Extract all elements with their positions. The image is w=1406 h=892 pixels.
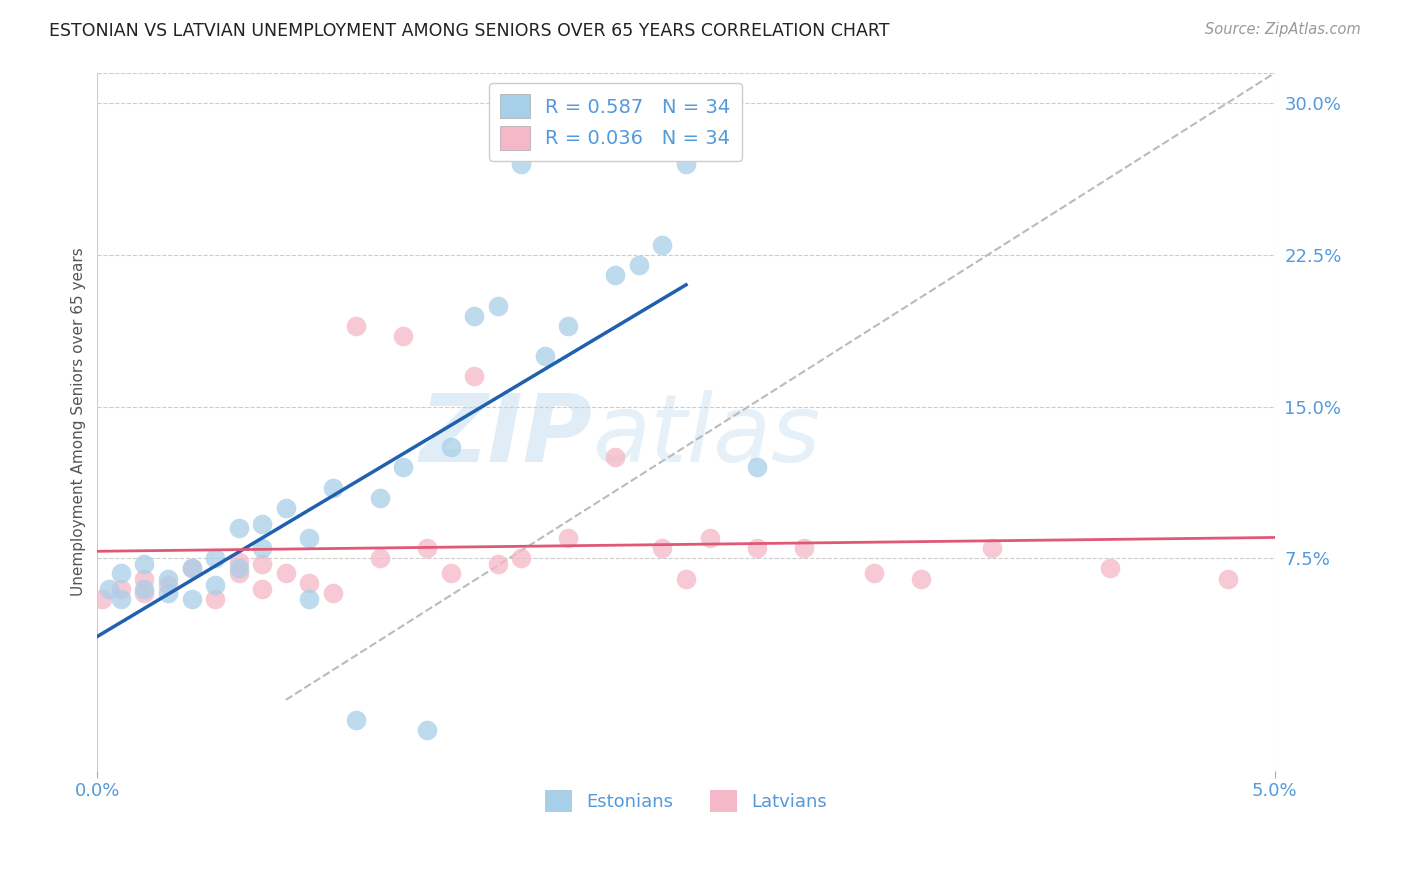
Point (368, 491, 391, 505)
Point (204, 551, 226, 566)
Point (204, 591, 226, 606)
Point (745, 541, 768, 556)
Text: ZIP: ZIP (419, 390, 592, 482)
Point (651, 238, 673, 252)
Point (344, 713, 367, 727)
Point (699, 531, 721, 545)
Point (110, 591, 132, 606)
Point (180, 561, 202, 575)
Point (863, 566, 886, 580)
Point (298, 531, 321, 545)
Point (368, 551, 391, 566)
Point (134, 582, 156, 596)
Point (416, 723, 439, 738)
Point (91, 591, 114, 606)
Point (228, 566, 250, 580)
Point (250, 582, 273, 596)
Point (675, 157, 697, 171)
Point (627, 258, 650, 272)
Point (134, 558, 156, 572)
Point (392, 329, 415, 343)
Text: Source: ZipAtlas.com: Source: ZipAtlas.com (1205, 22, 1361, 37)
Point (392, 460, 415, 475)
Point (180, 561, 202, 575)
Point (110, 566, 132, 580)
Y-axis label: Unemployment Among Seniors over 65 years: Unemployment Among Seniors over 65 years (72, 247, 86, 596)
Point (228, 521, 250, 535)
Point (274, 566, 297, 580)
Point (416, 541, 439, 556)
Point (557, 531, 579, 545)
Point (533, 349, 555, 363)
Point (274, 500, 297, 515)
Point (204, 577, 226, 591)
Point (134, 585, 156, 599)
Point (344, 318, 367, 333)
Point (510, 157, 533, 171)
Point (675, 572, 697, 586)
Point (298, 591, 321, 606)
Point (98, 582, 121, 596)
Point (1098, 561, 1121, 575)
Point (156, 577, 179, 591)
Point (557, 318, 579, 333)
Text: atlas: atlas (592, 391, 820, 482)
Point (463, 369, 485, 384)
Text: ESTONIAN VS LATVIAN UNEMPLOYMENT AMONG SENIORS OVER 65 YEARS CORRELATION CHART: ESTONIAN VS LATVIAN UNEMPLOYMENT AMONG S… (49, 22, 890, 40)
Point (981, 541, 1004, 556)
Point (250, 541, 273, 556)
Point (910, 572, 932, 586)
Point (228, 561, 250, 575)
Point (228, 555, 250, 569)
Point (1216, 572, 1239, 586)
Point (605, 450, 627, 465)
Point (156, 585, 179, 599)
Point (745, 460, 768, 475)
Point (486, 558, 509, 572)
Point (110, 582, 132, 596)
Legend: Estonians, Latvians: Estonians, Latvians (533, 777, 839, 824)
Point (463, 309, 485, 323)
Point (156, 572, 179, 586)
Point (250, 516, 273, 531)
Point (510, 551, 533, 566)
Point (322, 481, 344, 495)
Point (180, 591, 202, 606)
Point (250, 558, 273, 572)
Point (605, 268, 627, 283)
Point (651, 541, 673, 556)
Point (793, 541, 815, 556)
Point (298, 575, 321, 590)
Point (439, 440, 461, 454)
Point (486, 299, 509, 313)
Point (134, 572, 156, 586)
Point (322, 585, 344, 599)
Point (439, 566, 461, 580)
